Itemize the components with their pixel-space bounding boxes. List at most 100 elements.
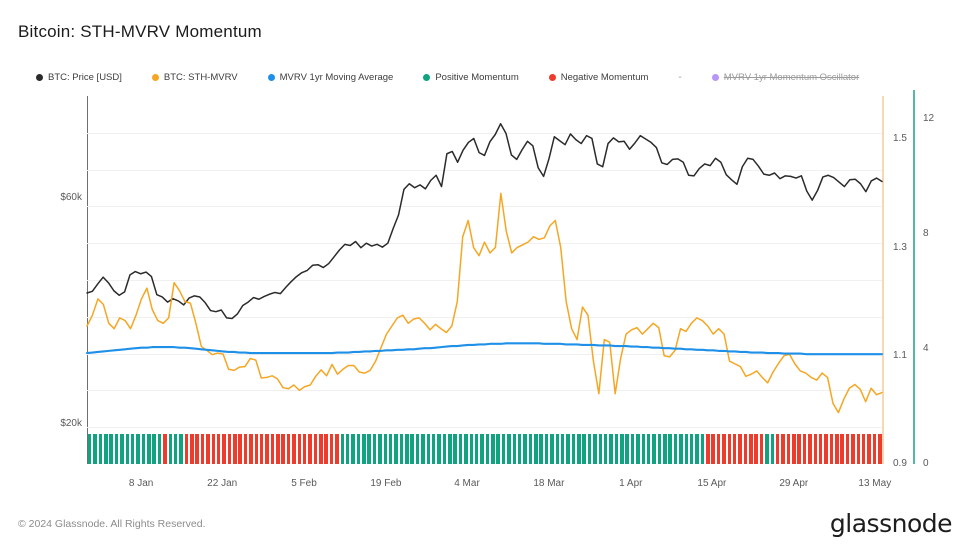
legend-item-4[interactable]: Negative Momentum: [548, 72, 649, 83]
legend-item-0[interactable]: BTC: Price [USD]: [36, 72, 122, 83]
momentum-bar: [765, 434, 769, 464]
momentum-bar: [426, 434, 431, 464]
momentum-bar: [555, 434, 560, 464]
legend-item-2[interactable]: MVRV 1yr Moving Average: [267, 72, 394, 83]
momentum-bar: [141, 434, 146, 464]
momentum-bar: [362, 434, 366, 464]
x-tick-label: 29 Apr: [779, 478, 809, 489]
momentum-bar: [732, 434, 737, 464]
momentum-bar: [523, 434, 527, 464]
legend-item-label: Positive Momentum: [435, 72, 519, 83]
gridline: [87, 353, 882, 355]
legend-item-3[interactable]: Positive Momentum: [423, 72, 519, 83]
momentum-bar: [813, 434, 818, 464]
gridline: [87, 390, 882, 392]
momentum-bar: [840, 434, 844, 464]
momentum-bar: [636, 434, 640, 464]
legend-dot-icon: [423, 74, 431, 81]
momentum-bar: [157, 434, 162, 464]
y-tick-price: $60k: [60, 191, 82, 203]
momentum-bar: [356, 434, 361, 464]
momentum-bar: [265, 434, 269, 464]
momentum-bar: [410, 434, 414, 464]
momentum-bar: [646, 434, 651, 464]
x-tick-label: 8 Jan: [128, 478, 154, 489]
momentum-bar: [464, 434, 468, 464]
momentum-bar: [378, 434, 382, 464]
momentum-bar: [367, 434, 371, 464]
y-tick-sthmvrv: 1.5: [893, 133, 907, 145]
momentum-bar: [582, 434, 586, 464]
momentum-bar: [577, 434, 581, 464]
legend-item-label: BTC: Price [USD]: [48, 72, 122, 83]
momentum-bar: [641, 434, 646, 464]
momentum-bar: [872, 434, 877, 464]
momentum-bar: [351, 434, 355, 464]
momentum-bar: [625, 434, 629, 464]
momentum-bar: [168, 434, 173, 464]
momentum-bar: [878, 434, 882, 464]
momentum-bar: [738, 434, 742, 464]
x-tick-label: 5 Feb: [291, 478, 317, 489]
momentum-bar: [216, 434, 221, 464]
y-tick-oscillator: 0: [923, 458, 929, 469]
momentum-bar: [405, 434, 409, 464]
momentum-bar: [302, 434, 307, 464]
momentum-bar: [222, 434, 226, 464]
momentum-bar: [147, 434, 151, 464]
momentum-bar: [270, 434, 275, 464]
momentum-bar: [544, 434, 549, 464]
momentum-bar: [87, 434, 92, 464]
momentum-bar: [775, 434, 780, 464]
legend-item-label: Negative Momentum: [560, 72, 649, 83]
glassnode-logo: glassnode: [829, 509, 953, 538]
momentum-bar: [415, 434, 420, 464]
momentum-bar: [388, 434, 393, 464]
footer-copyright: © 2024 Glassnode. All Rights Reserved.: [18, 518, 206, 530]
y-tick-sthmvrv: 0.9: [893, 458, 907, 469]
x-tick-label: 19 Feb: [370, 478, 402, 489]
momentum-bar: [700, 434, 705, 464]
legend-item-5[interactable]: MVRV 1yr Momentum Oscillator: [711, 72, 859, 83]
momentum-bar: [313, 434, 318, 464]
gridline: [87, 427, 882, 429]
momentum-bar: [501, 434, 506, 464]
momentum-bar: [480, 434, 484, 464]
gridline: [87, 206, 882, 208]
momentum-bar: [114, 434, 119, 464]
gridline: [87, 280, 882, 281]
momentum-bar: [104, 434, 108, 464]
momentum-bar: [614, 434, 619, 464]
x-tick-label: 1 Apr: [619, 478, 643, 489]
momentum-bar: [560, 434, 565, 464]
momentum-bar: [711, 434, 715, 464]
momentum-bar: [668, 434, 672, 464]
momentum-bar: [394, 434, 398, 464]
momentum-bar: [448, 434, 452, 464]
momentum-bar: [319, 434, 323, 464]
legend-item-label: BTC: STH-MVRV: [163, 72, 238, 83]
series-line-1: [86, 192, 883, 414]
x-tick-label: 22 Jan: [207, 478, 238, 489]
momentum-bar: [485, 434, 490, 464]
momentum-bar: [453, 434, 457, 464]
momentum-bar: [824, 434, 828, 464]
momentum-bar: [689, 434, 694, 464]
momentum-bar: [469, 434, 474, 464]
series-line-2: [85, 342, 884, 356]
momentum-bar: [620, 434, 624, 464]
momentum-bar: [851, 434, 855, 464]
y-tick-sthmvrv: 1.3: [893, 241, 907, 253]
y-tick-oscillator: 8: [923, 228, 929, 239]
momentum-bar: [243, 434, 248, 464]
momentum-bar: [437, 434, 441, 464]
momentum-bar: [512, 434, 517, 464]
legend-dot-icon: [711, 74, 719, 81]
momentum-bar: [238, 434, 242, 464]
legend-item-1[interactable]: BTC: STH-MVRV: [151, 72, 238, 83]
momentum-bar: [276, 434, 280, 464]
momentum-bar: [206, 434, 210, 464]
legend-item-label: MVRV 1yr Moving Average: [279, 72, 394, 83]
y-tick-price: $20k: [60, 418, 82, 430]
